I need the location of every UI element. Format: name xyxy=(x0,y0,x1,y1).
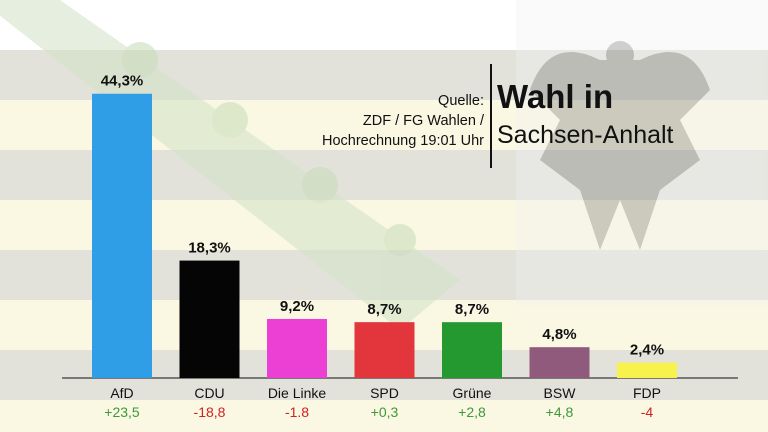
bar xyxy=(354,322,415,378)
eagle-coat-of-arms xyxy=(516,0,768,305)
value-label: 2,4% xyxy=(630,342,664,359)
flag-stripe xyxy=(0,0,768,50)
flag-stripe xyxy=(0,400,768,432)
value-label: 9,2% xyxy=(280,298,314,315)
category-label: FDP xyxy=(633,385,661,401)
change-label: +4,8 xyxy=(546,404,574,420)
bar xyxy=(179,260,240,378)
bar xyxy=(92,93,152,378)
value-label: 44,3% xyxy=(101,73,144,90)
category-label: BSW xyxy=(544,385,577,401)
bar xyxy=(529,347,590,378)
category-label: AfD xyxy=(110,385,133,401)
change-label: -4 xyxy=(641,404,654,420)
value-label: 4,8% xyxy=(542,326,576,343)
bar xyxy=(617,362,677,378)
category-label: SPD xyxy=(370,385,399,401)
category-label: Grüne xyxy=(453,385,492,401)
category-label: CDU xyxy=(194,385,224,401)
value-label: 8,7% xyxy=(455,301,489,318)
bar xyxy=(442,322,502,378)
category-label: Die Linke xyxy=(268,385,327,401)
change-label: +23,5 xyxy=(104,404,140,420)
bar xyxy=(267,318,327,378)
change-label: -18,8 xyxy=(194,404,226,420)
change-label: -1.8 xyxy=(285,404,309,420)
value-label: 8,7% xyxy=(367,301,401,318)
crown-band xyxy=(0,0,460,330)
change-label: +0,3 xyxy=(371,404,399,420)
value-label: 18,3% xyxy=(188,240,231,257)
change-label: +2,8 xyxy=(458,404,486,420)
